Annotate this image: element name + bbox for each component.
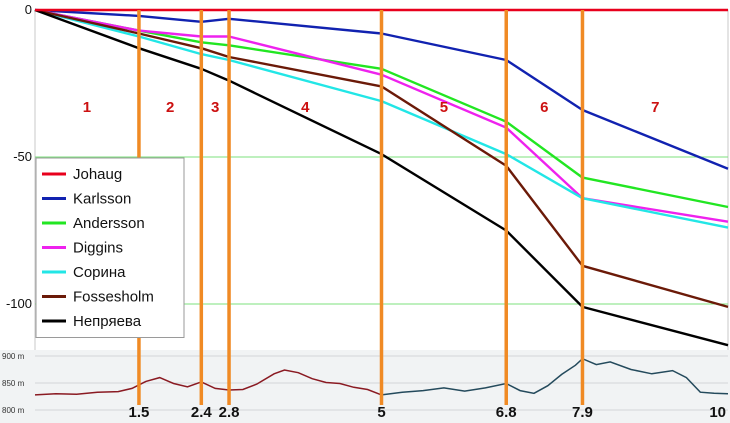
legend-label: Diggins [73,240,123,257]
elevation-tick-label: 800 m [2,406,25,415]
elevation-line-first [34,369,382,396]
legend-label: Andersson [73,215,145,232]
km-label: 7.9 [572,404,593,421]
series-line [34,8,729,309]
y-tick-label: -100 [6,296,32,311]
km-label: 10 [709,404,726,421]
segment-label: 3 [211,99,219,116]
y-tick-label: -50 [13,149,32,164]
km-label: 1.5 [129,404,150,421]
elevation-profile: 900 m 850 m 800 m [0,350,730,423]
legend-label: Fossesholm [73,289,154,306]
series-line [34,8,729,223]
km-label: 2.4 [191,404,213,421]
elevation-tick-label: 900 m [2,352,25,361]
km-label: 2.8 [219,404,240,421]
series-lines [34,8,729,347]
km-label: 6.8 [496,404,517,421]
segment-label: 6 [540,99,548,116]
series-line [34,8,729,347]
legend-label: Karlsson [73,191,131,208]
segment-label: 1 [83,99,91,116]
km-label: 5 [377,404,385,421]
segment-label: 2 [166,99,174,116]
segment-label: 4 [301,99,310,116]
legend-box [35,157,185,338]
legend: Johaug Karlsson Andersson Diggins Сорина Foss… [35,157,185,338]
segment-label: 5 [440,99,448,116]
series-line [34,8,729,229]
legend-label: Johaug [73,166,122,183]
segment-labels: 1 2 3 4 5 6 7 [83,99,660,116]
elevation-background [0,350,730,423]
y-tick-label: 0 [25,2,32,17]
y-tick-labels: 0 -50 -100 [6,2,32,311]
elevation-line-second [381,357,729,396]
legend-label: Непряева [73,313,142,330]
legend-label: Сорина [73,264,126,281]
series-line [34,8,729,170]
km-labels: 1.5 2.4 2.8 5 6.8 7.9 10 [129,404,726,421]
segment-label: 7 [651,99,659,116]
km-markers [137,10,585,405]
elevation-tick-label: 850 m [2,379,25,388]
